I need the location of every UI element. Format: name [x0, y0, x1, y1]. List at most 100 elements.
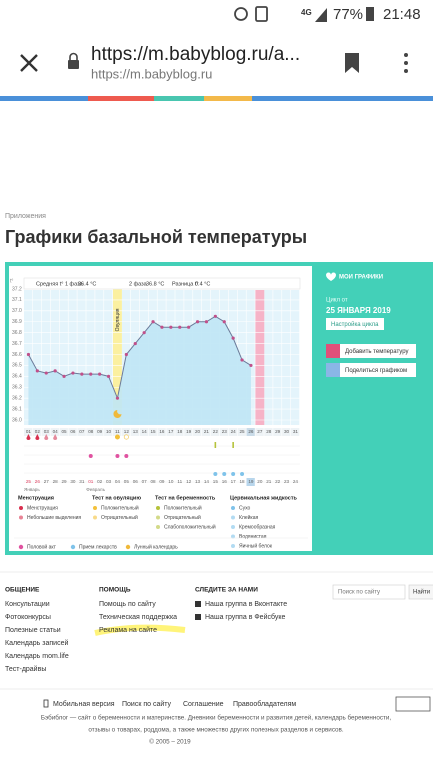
day-cell — [95, 428, 104, 436]
url[interactable]: https://m.babyblog.ru/a... — [91, 44, 300, 65]
day-cell — [184, 428, 193, 436]
add-button[interactable] — [326, 344, 416, 358]
day-cell — [24, 428, 33, 436]
date-label: 24 — [293, 479, 299, 484]
date-label: 11 — [177, 479, 182, 484]
temperature-point — [240, 358, 244, 362]
drop-icon — [44, 434, 49, 440]
footer-link[interactable]: Консультации — [5, 601, 50, 608]
y-tick-label: 36.8 — [12, 330, 22, 336]
day-column — [32, 290, 42, 425]
temperature-point — [249, 363, 253, 368]
footer-link[interactable]: Техническая поддержка — [99, 614, 177, 621]
day-label: 29 — [275, 429, 281, 434]
legend-icon — [70, 544, 76, 550]
search-button[interactable] — [408, 584, 433, 600]
date-label: 27 — [44, 479, 50, 484]
day-cell — [32, 428, 42, 436]
day-label: 22 — [213, 429, 219, 434]
temperature-point — [98, 372, 102, 376]
temperature-point — [187, 325, 191, 329]
footer-link[interactable]: Наша группа в Фейсбуке — [205, 613, 285, 621]
day-column — [50, 290, 59, 425]
share-button[interactable] — [326, 363, 416, 377]
legend-icon — [93, 515, 97, 520]
temperature-point — [213, 314, 217, 318]
bottom-link[interactable]: Поиск по сайту — [122, 700, 172, 708]
legend-title: Тест на беременность — [155, 494, 216, 501]
day-label: 21 — [204, 429, 210, 434]
legend-item: Клейкая — [239, 514, 258, 521]
footer-link[interactable]: Календарь записей — [5, 639, 68, 647]
date-label: 13 — [195, 479, 201, 484]
temperature-point — [35, 369, 39, 373]
day-label: 01 — [26, 429, 32, 434]
day-cell — [166, 428, 175, 436]
day-cell — [228, 428, 237, 436]
temperature-point — [160, 325, 164, 329]
day-cell — [255, 428, 264, 436]
menu-button[interactable] — [404, 53, 408, 73]
footer-link[interactable]: Фотоконкурсы — [5, 614, 51, 621]
footer-link[interactable]: Наша группа в Вконтакте — [205, 601, 287, 608]
y-tick-label: 36.0 — [12, 417, 22, 423]
footer: ОБЩЕНИЕ Консультации Фотоконкурсы Полезные … — [0, 571, 433, 746]
day-cell — [246, 428, 255, 436]
temperature-area — [28, 316, 251, 425]
temperature-point — [195, 320, 200, 324]
temperature-point — [169, 325, 173, 329]
date-label: 30 — [70, 479, 76, 484]
legend-icon — [18, 544, 24, 550]
settings-button[interactable] — [326, 318, 384, 330]
y-tick-label: 36.6 — [12, 352, 22, 358]
legend-icon — [231, 515, 235, 520]
day-column — [291, 290, 300, 425]
bottom-link[interactable]: Правообладателям — [233, 700, 296, 708]
bottom-link[interactable]: Соглашение — [183, 701, 224, 708]
settings-label: Настройка цикла — [331, 321, 379, 328]
bottom-link[interactable]: Мобильная версия — [53, 700, 115, 708]
temperature-point — [71, 371, 75, 375]
day-label: 06 — [70, 429, 76, 434]
day-label: 12 — [124, 429, 130, 434]
day-label: 24 — [231, 429, 237, 434]
date-label: 15 — [213, 479, 219, 484]
day-cell — [219, 428, 229, 436]
y-tick-label: 36.4 — [12, 374, 22, 380]
temperature-point — [142, 331, 146, 335]
day-column — [59, 290, 68, 425]
footer-link[interactable]: Тест-драйвы — [5, 665, 46, 673]
day-cell — [157, 428, 166, 436]
date-label: 28 — [53, 479, 59, 484]
day-cell — [104, 428, 113, 436]
date-label: 05 — [124, 479, 130, 484]
breadcrumb[interactable]: Приложения — [5, 213, 46, 220]
footer-link[interactable]: Помощь по сайту — [99, 600, 156, 608]
social-icon — [195, 601, 201, 607]
footer-link[interactable]: Реклама на сайте — [99, 626, 157, 634]
date-label: 01 — [88, 479, 94, 484]
day-cell — [148, 428, 157, 436]
search-input[interactable] — [332, 584, 406, 600]
y-tick-label: 37.1 — [12, 297, 22, 303]
bookmark-button[interactable] — [345, 53, 359, 73]
temperature-point — [231, 336, 235, 340]
legend-icon — [231, 525, 235, 529]
battery-icon — [366, 7, 374, 21]
sidebar-title[interactable]: МОИ ГРАФИКИ — [339, 275, 383, 281]
fluid-icon — [222, 472, 227, 476]
footer-link[interactable]: Полезные статьи — [5, 627, 61, 634]
date-label: 14 — [204, 479, 210, 484]
domain: https://m.babyblog.ru — [91, 66, 212, 81]
legend-item: Лунный календарь — [134, 543, 178, 550]
close-button[interactable] — [20, 54, 38, 72]
day-cell — [139, 428, 148, 436]
legend: Менструация Менструация Небольшие выделени… — [14, 494, 308, 550]
legend-item: Сухо — [239, 505, 251, 511]
fluid-icon — [240, 472, 245, 476]
month-label: Январь — [24, 487, 40, 492]
footer-link[interactable]: Календарь mom.life — [5, 653, 69, 660]
day-cell — [282, 428, 291, 436]
legend-icon — [19, 515, 23, 520]
date-label: 04 — [115, 479, 121, 484]
